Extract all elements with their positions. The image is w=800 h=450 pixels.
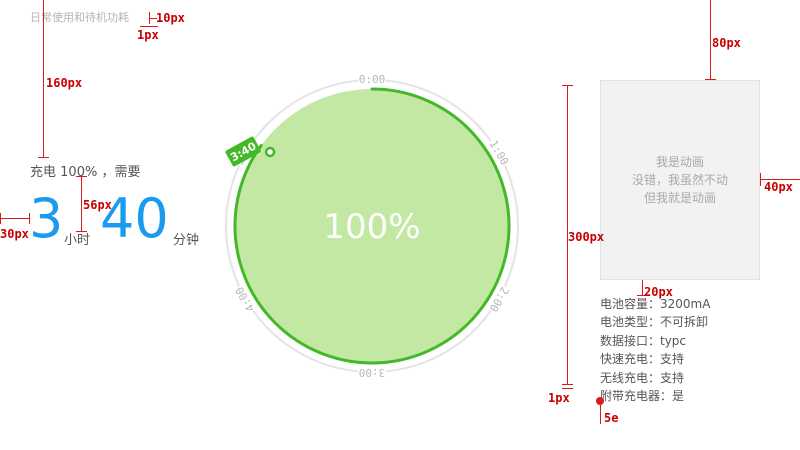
annot-10px-label: 10px bbox=[156, 11, 185, 25]
dial-tick-label-bg bbox=[358, 74, 386, 86]
annot-5e-line bbox=[600, 402, 601, 424]
annot-30px-line bbox=[0, 218, 30, 219]
animation-placeholder: 我是动画 没错，我虽然不动 但我就是动画 bbox=[600, 80, 760, 280]
annot-20px-label: 20px bbox=[644, 285, 673, 299]
battery-spec-list: 电池容量：3200mA 电池类型：不可拆卸 数据接口：typc 快速充电：支持 … bbox=[600, 295, 710, 405]
annot-20px-line bbox=[642, 280, 643, 296]
dial-marker-tag bbox=[225, 136, 261, 167]
spec-data-port: 数据接口：typc bbox=[600, 333, 687, 348]
annot-160px-cap bbox=[38, 157, 49, 158]
annot-1px-bottom-label: 1px bbox=[548, 391, 570, 405]
annot-1px-tick bbox=[140, 26, 158, 27]
annot-56px-line bbox=[81, 176, 82, 232]
dial-tick-label: 0:00 bbox=[359, 73, 386, 86]
dial-tick-label-bg bbox=[233, 283, 258, 315]
animation-line-2: 没错，我虽然不动 bbox=[631, 173, 728, 187]
annot-80px-cap bbox=[705, 79, 716, 80]
dial-fill-disc bbox=[235, 89, 509, 363]
annot-80px-label: 80px bbox=[712, 36, 741, 50]
dial-tick-label-bg bbox=[486, 283, 511, 315]
annot-160px-line bbox=[43, 0, 44, 158]
annot-56px-cap-bottom bbox=[76, 231, 87, 232]
dial-tick-label-bg bbox=[486, 137, 511, 169]
hours-unit: 小时 bbox=[64, 233, 91, 248]
minutes-value: 40 bbox=[100, 187, 169, 250]
annot-5e-label: 5e bbox=[604, 411, 619, 425]
dial-tick-label: 3:00 bbox=[359, 366, 386, 379]
spec-fast-charge: 快速充电：支持 bbox=[600, 352, 685, 367]
annot-30px-label: 30px bbox=[0, 227, 29, 241]
header-title: 日常使用和待机功耗 bbox=[30, 11, 129, 24]
annot-30px-cap-left bbox=[0, 213, 1, 224]
dial-center-percent: 100% bbox=[323, 207, 420, 247]
annot-10px-hline bbox=[149, 18, 157, 19]
annot-160px-label: 160px bbox=[46, 76, 83, 90]
charge-suffix: ，需要 bbox=[101, 165, 141, 180]
annot-40px-cap bbox=[760, 173, 761, 186]
dial-tick-label-bg bbox=[358, 366, 386, 378]
spec-charger-included: 附带充电器：是 bbox=[600, 389, 685, 404]
annot-40px-line bbox=[760, 179, 800, 180]
annot-300px-cap-bottom bbox=[562, 384, 573, 385]
minutes-unit: 分钟 bbox=[173, 233, 200, 248]
annot-56px-cap-top bbox=[76, 176, 87, 177]
annot-300px-line bbox=[567, 85, 568, 385]
dial-progress-arc bbox=[233, 87, 511, 365]
hours-value: 3 bbox=[29, 187, 64, 250]
annot-40px-label: 40px bbox=[764, 180, 793, 194]
annot-anchor-dot bbox=[596, 397, 604, 405]
animation-line-1: 我是动画 bbox=[655, 155, 704, 169]
charge-status-line: 充电 100% ，需要 bbox=[30, 161, 140, 180]
annot-1px-label: 1px bbox=[137, 28, 159, 42]
spec-wireless-charge: 无线充电：支持 bbox=[600, 370, 685, 385]
annot-80px-line bbox=[710, 0, 711, 80]
annot-300px-cap-top bbox=[562, 85, 573, 86]
charge-prefix: 充电 bbox=[30, 165, 57, 180]
spec-battery-type: 电池类型：不可拆卸 bbox=[600, 315, 709, 330]
spec-capacity: 电池容量：3200mA bbox=[600, 297, 711, 311]
animation-line-3: 但我就是动画 bbox=[643, 191, 716, 205]
annot-56px-label: 56px bbox=[83, 198, 112, 212]
annot-1px-bottom-tick bbox=[562, 388, 573, 389]
annot-20px-cap bbox=[637, 295, 648, 296]
charge-percent: 100% bbox=[60, 165, 98, 180]
annot-30px-cap-right bbox=[29, 213, 30, 224]
dial-progress-knob bbox=[264, 146, 276, 158]
annot-300px-label: 300px bbox=[568, 230, 605, 244]
